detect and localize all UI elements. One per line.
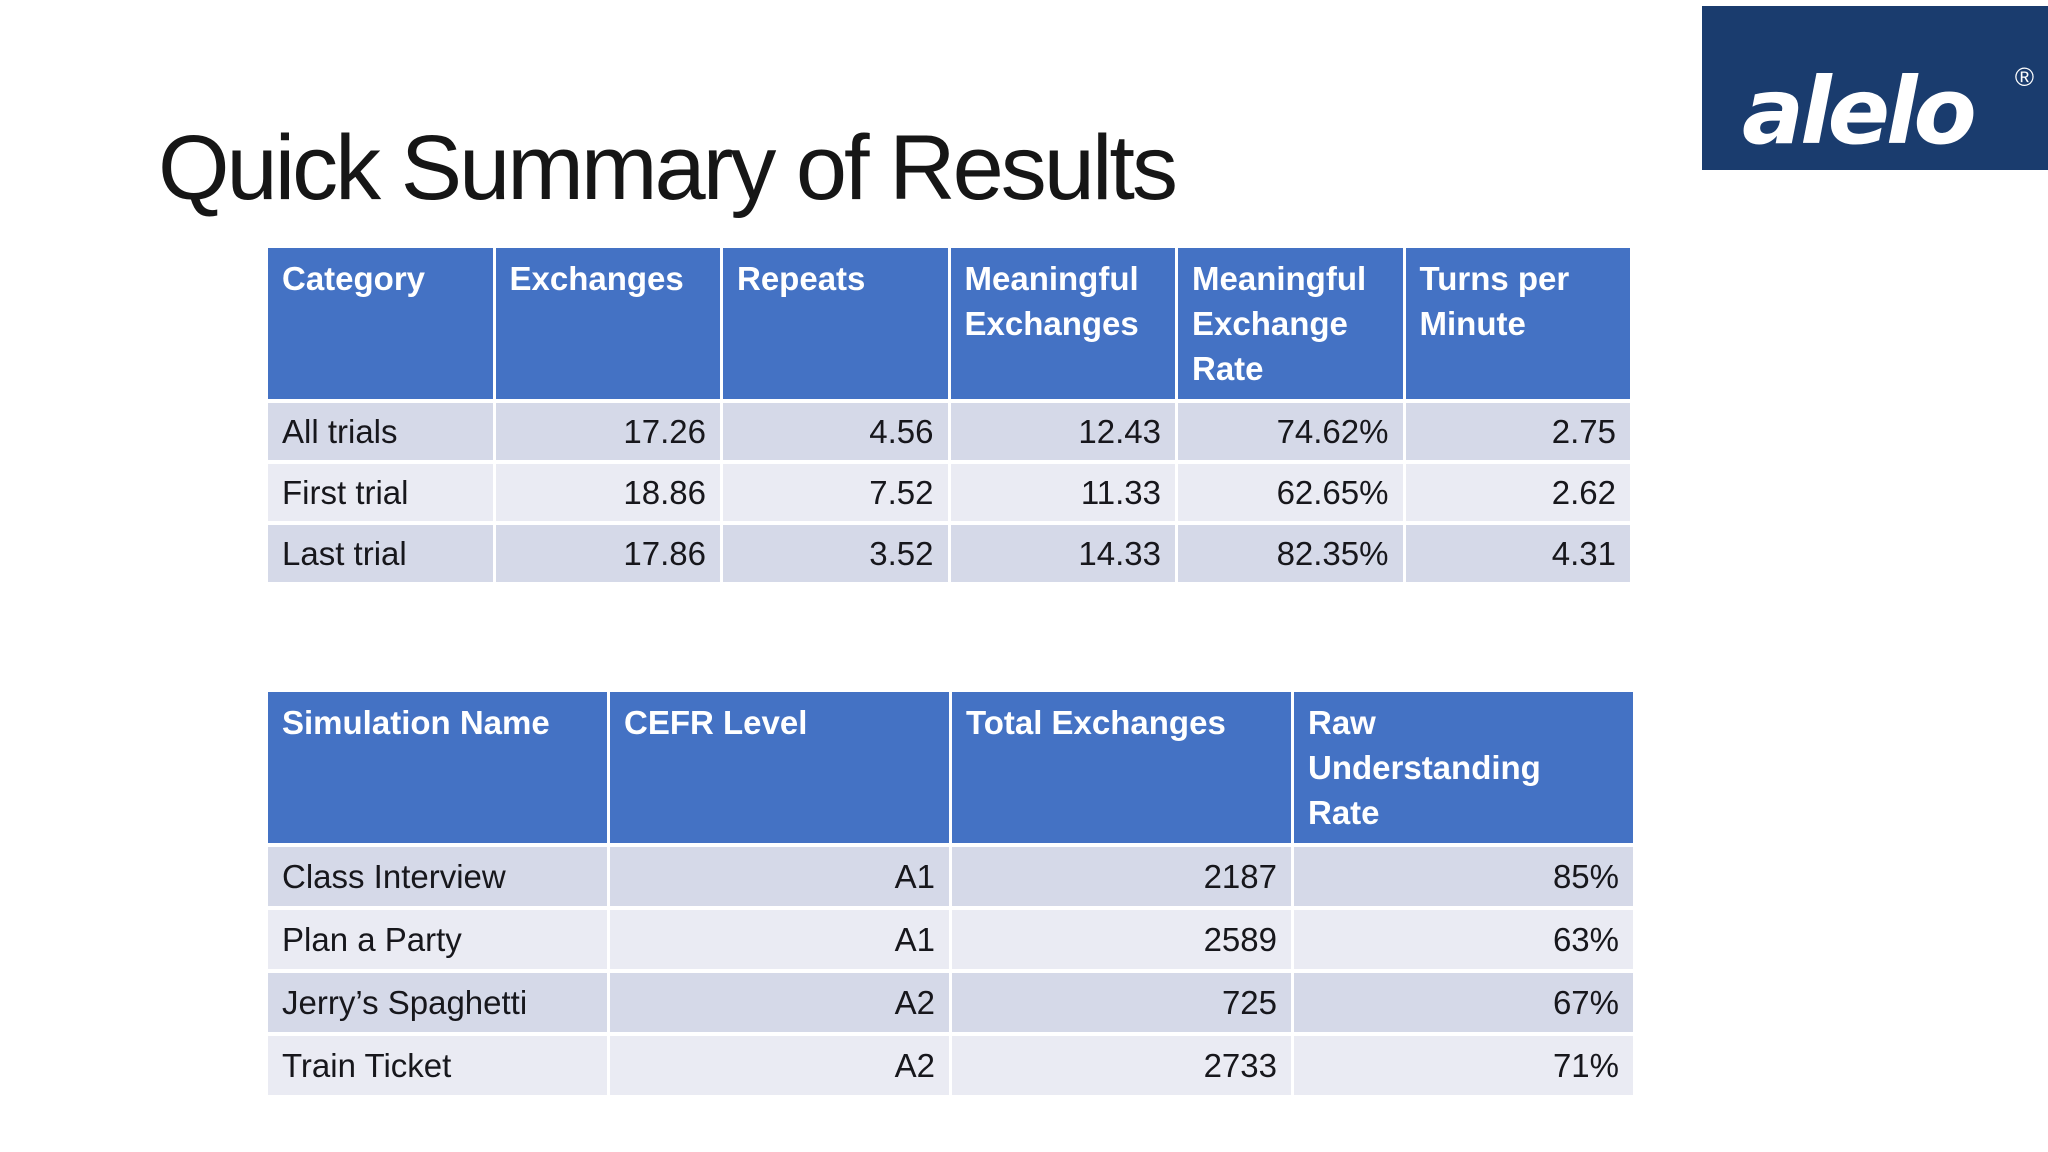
cell-simulation-name: Plan a Party	[268, 910, 607, 969]
col-header-meaningful-exchanges: Meaningful Exchanges	[950, 248, 1175, 399]
cell-repeats: 3.52	[723, 525, 948, 582]
cell-turns-per-minute: 4.31	[1405, 525, 1630, 582]
cell-raw-understanding-rate: 63%	[1294, 910, 1633, 969]
alelo-wordmark: alelo	[1742, 58, 1977, 165]
col-header-category: Category	[268, 248, 493, 399]
simulation-summary-table: Simulation Name CEFR Level Total Exchang…	[265, 688, 1636, 1099]
col-header-repeats: Repeats	[723, 248, 948, 399]
cell-total-exchanges: 2589	[952, 910, 1291, 969]
table-row-first-trial: First trial 18.86 7.52 11.33 62.65% 2.62	[268, 464, 1630, 521]
cell-simulation-name: Train Ticket	[268, 1036, 607, 1095]
alelo-logo: alelo ®	[1702, 6, 2048, 170]
cell-meaningful-exchange-rate: 62.65%	[1178, 464, 1403, 521]
cell-total-exchanges: 2733	[952, 1036, 1291, 1095]
col-header-exchanges: Exchanges	[495, 248, 720, 399]
cell-simulation-name: Class Interview	[268, 847, 607, 906]
cell-exchanges: 17.86	[495, 525, 720, 582]
cell-raw-understanding-rate: 71%	[1294, 1036, 1633, 1095]
cell-category: All trials	[268, 403, 493, 460]
cell-category: Last trial	[268, 525, 493, 582]
col-header-meaningful-exchange-rate: Meaningful Exchange Rate	[1178, 248, 1403, 399]
col-header-simulation-name: Simulation Name	[268, 692, 607, 843]
cell-repeats: 7.52	[723, 464, 948, 521]
cell-exchanges: 17.26	[495, 403, 720, 460]
col-header-cefr-level: CEFR Level	[610, 692, 949, 843]
cell-cefr-level: A1	[610, 847, 949, 906]
cell-simulation-name: Jerry’s Spaghetti	[268, 973, 607, 1032]
cell-repeats: 4.56	[723, 403, 948, 460]
table-row-train-ticket: Train Ticket A2 2733 71%	[268, 1036, 1633, 1095]
table-row-jerrys-spaghetti: Jerry’s Spaghetti A2 725 67%	[268, 973, 1633, 1032]
table-row-class-interview: Class Interview A1 2187 85%	[268, 847, 1633, 906]
cell-turns-per-minute: 2.75	[1405, 403, 1630, 460]
cell-meaningful-exchanges: 11.33	[950, 464, 1175, 521]
trial-summary-table: Category Exchanges Repeats Meaningful Ex…	[265, 244, 1633, 586]
table-row-all-trials: All trials 17.26 4.56 12.43 74.62% 2.75	[268, 403, 1630, 460]
cell-meaningful-exchange-rate: 82.35%	[1178, 525, 1403, 582]
cell-exchanges: 18.86	[495, 464, 720, 521]
cell-cefr-level: A2	[610, 1036, 949, 1095]
cell-meaningful-exchanges: 14.33	[950, 525, 1175, 582]
cell-category: First trial	[268, 464, 493, 521]
col-header-raw-understanding-rate: Raw Understanding Rate	[1294, 692, 1633, 843]
table-row-last-trial: Last trial 17.86 3.52 14.33 82.35% 4.31	[268, 525, 1630, 582]
cell-cefr-level: A2	[610, 973, 949, 1032]
slide-title: Quick Summary of Results	[158, 117, 1178, 219]
cell-raw-understanding-rate: 85%	[1294, 847, 1633, 906]
cell-raw-understanding-rate: 67%	[1294, 973, 1633, 1032]
cell-total-exchanges: 2187	[952, 847, 1291, 906]
cell-turns-per-minute: 2.62	[1405, 464, 1630, 521]
col-header-turns-per-minute: Turns per Minute	[1405, 248, 1630, 399]
cell-cefr-level: A1	[610, 910, 949, 969]
table-row-plan-a-party: Plan a Party A1 2589 63%	[268, 910, 1633, 969]
registered-trademark-icon: ®	[2014, 62, 2034, 92]
cell-meaningful-exchanges: 12.43	[950, 403, 1175, 460]
col-header-total-exchanges: Total Exchanges	[952, 692, 1291, 843]
table-header-row: Category Exchanges Repeats Meaningful Ex…	[268, 248, 1630, 399]
cell-meaningful-exchange-rate: 74.62%	[1178, 403, 1403, 460]
table-header-row: Simulation Name CEFR Level Total Exchang…	[268, 692, 1633, 843]
cell-total-exchanges: 725	[952, 973, 1291, 1032]
